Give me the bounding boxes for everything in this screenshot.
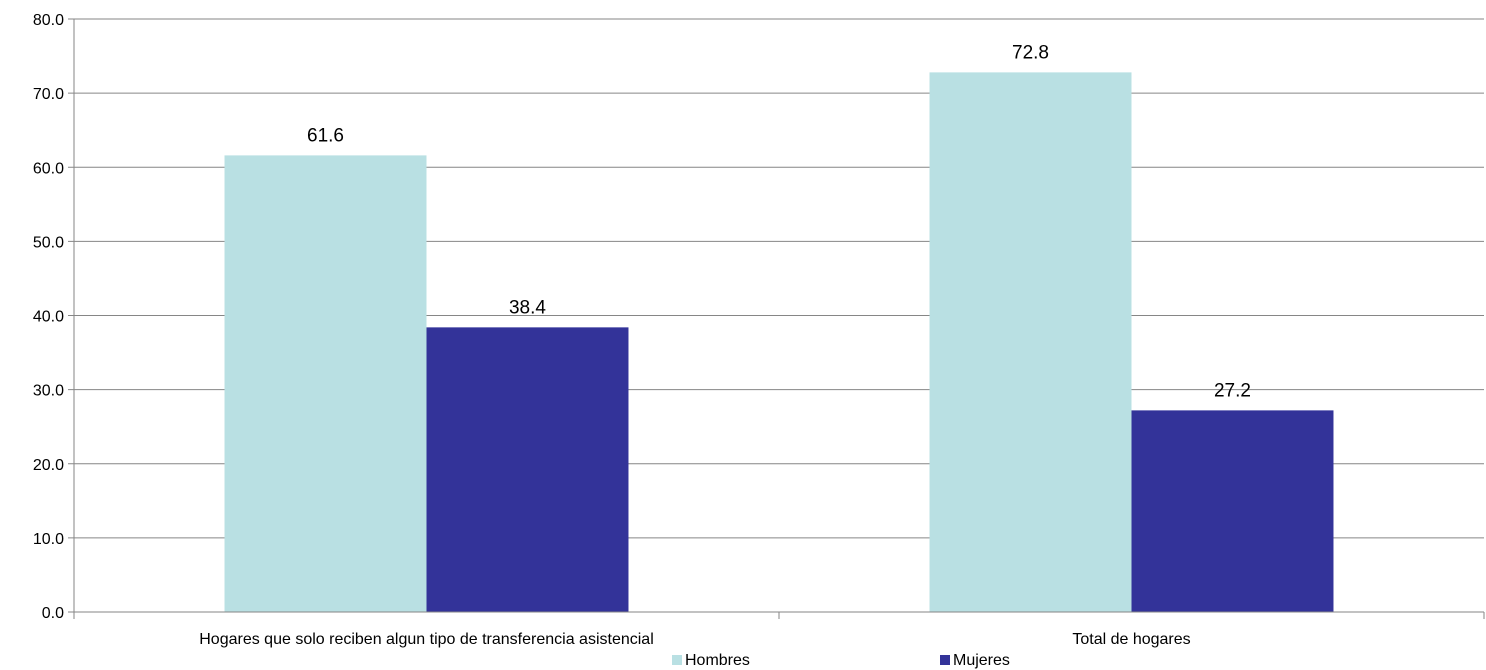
data-label: 61.6 <box>307 125 344 146</box>
bar <box>929 72 1132 613</box>
legend-swatch <box>940 655 950 665</box>
data-labels: 61.6 38.4 72.8 27.2 <box>307 42 1251 401</box>
y-tick-label: 50.0 <box>33 234 64 251</box>
y-tick-label: 70.0 <box>33 86 64 103</box>
y-tick-label: 80.0 <box>33 12 64 29</box>
y-tick-label: 30.0 <box>33 383 64 400</box>
x-category-label: Hogares que solo reciben algun tipo de t… <box>199 631 654 648</box>
bar <box>1131 410 1334 612</box>
legend-label: Mujeres <box>953 652 1010 669</box>
legend-label: Hombres <box>685 652 750 669</box>
y-tick-label: 0.0 <box>42 605 64 622</box>
x-category-label: Total de hogares <box>1072 631 1190 648</box>
category-labels: Hogares que solo reciben algun tipo de t… <box>199 631 1190 648</box>
y-axis-ticks: 0.0 10.0 20.0 30.0 40.0 50.0 60.0 70.0 80.0 <box>33 12 74 622</box>
bar <box>426 327 629 612</box>
axes <box>73 19 1485 619</box>
y-tick-label: 60.0 <box>33 160 64 177</box>
y-tick-label: 10.0 <box>33 531 64 548</box>
legend: Hombres Mujeres <box>672 652 1010 669</box>
y-tick-label: 20.0 <box>33 457 64 474</box>
bar <box>224 155 427 612</box>
data-label: 72.8 <box>1012 42 1049 63</box>
data-label: 27.2 <box>1214 380 1251 401</box>
data-label: 38.4 <box>509 297 546 318</box>
bars <box>224 72 1334 613</box>
legend-swatch <box>672 655 682 665</box>
y-tick-label: 40.0 <box>33 309 64 326</box>
